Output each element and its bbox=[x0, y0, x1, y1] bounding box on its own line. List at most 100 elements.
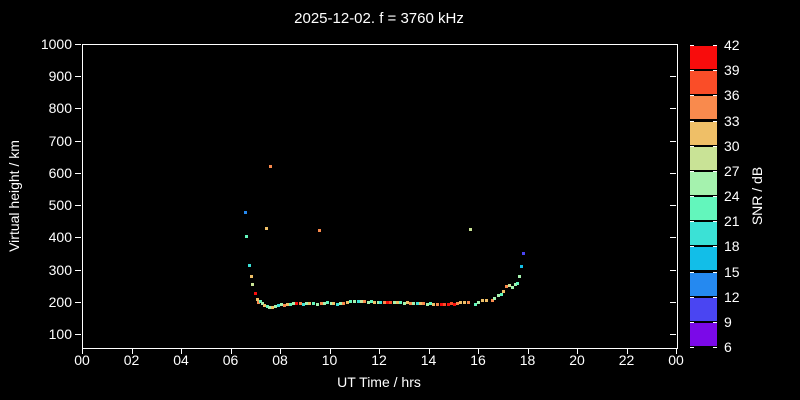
data-point bbox=[260, 302, 264, 306]
colorbar-tick-label: 27 bbox=[724, 162, 740, 179]
x-tick-label: 02 bbox=[123, 352, 140, 368]
data-point bbox=[262, 304, 266, 308]
data-point bbox=[286, 303, 290, 307]
x-tick-label: 00 bbox=[668, 352, 684, 368]
data-point bbox=[339, 302, 343, 306]
colorbar-segment bbox=[690, 322, 717, 346]
x-tick-mark bbox=[478, 348, 479, 354]
colorbar-boundary-tick bbox=[713, 95, 717, 96]
data-point bbox=[322, 301, 326, 305]
y-tick-label: 400 bbox=[48, 229, 72, 246]
x-tick-label: 18 bbox=[519, 352, 536, 368]
y-tick-mark bbox=[75, 205, 81, 207]
data-point bbox=[422, 302, 426, 306]
data-point bbox=[342, 301, 346, 305]
data-point bbox=[372, 300, 376, 304]
data-point bbox=[502, 289, 505, 293]
colorbar-tick-label: 15 bbox=[724, 263, 740, 280]
colorbar-boundary-tick bbox=[690, 95, 694, 96]
data-point bbox=[491, 298, 495, 302]
data-point bbox=[516, 281, 520, 285]
y-tick-label: 900 bbox=[48, 68, 72, 85]
colorbar-tick-label: 33 bbox=[724, 112, 740, 129]
data-point bbox=[409, 301, 413, 305]
data-point bbox=[513, 283, 517, 287]
y-tick-mark bbox=[75, 301, 81, 303]
y-tick-mark bbox=[75, 269, 81, 271]
data-point bbox=[396, 300, 400, 304]
data-point bbox=[325, 300, 329, 304]
colorbar-boundary-tick bbox=[713, 272, 717, 273]
data-point bbox=[382, 300, 386, 304]
chart-title: 2025-12-02. f = 3760 kHz bbox=[294, 10, 464, 27]
data-point bbox=[504, 285, 508, 289]
colorbar-segment bbox=[690, 171, 717, 195]
y-tick-mark-right bbox=[670, 205, 676, 207]
data-point bbox=[362, 300, 366, 304]
colorbar-segment bbox=[690, 222, 717, 246]
data-point bbox=[459, 301, 463, 305]
data-point bbox=[244, 211, 248, 215]
x-tick-mark bbox=[82, 348, 83, 354]
data-point bbox=[399, 301, 403, 305]
x-tick-label: 08 bbox=[272, 352, 288, 368]
y-tick-mark bbox=[75, 108, 81, 110]
x-tick-mark bbox=[131, 348, 133, 354]
data-point bbox=[474, 302, 478, 306]
x-tick-mark bbox=[280, 348, 281, 354]
colorbar-tick-label: 21 bbox=[724, 213, 740, 230]
data-point bbox=[335, 302, 339, 306]
colorbar-tick-label: 30 bbox=[724, 137, 740, 154]
data-point bbox=[522, 252, 526, 256]
y-tick-label: 1000 bbox=[40, 36, 72, 52]
data-point bbox=[435, 302, 439, 306]
colorbar-segment bbox=[690, 297, 717, 321]
data-point bbox=[295, 301, 299, 305]
data-point bbox=[270, 306, 274, 310]
colorbar-boundary-tick bbox=[713, 171, 717, 172]
y-tick-mark-right bbox=[670, 269, 676, 271]
data-point bbox=[480, 298, 484, 302]
colorbar-tick-label: 39 bbox=[724, 62, 740, 79]
x-tick-label: 00 bbox=[74, 352, 90, 368]
x-tick-mark bbox=[181, 348, 182, 354]
colorbar-boundary-tick bbox=[713, 221, 717, 222]
colorbar-segment bbox=[690, 121, 717, 145]
y-tick-label: 600 bbox=[48, 164, 72, 181]
colorbar-boundary-tick bbox=[713, 70, 717, 71]
data-point bbox=[254, 292, 257, 296]
data-point bbox=[265, 305, 269, 309]
data-point bbox=[264, 226, 268, 230]
x-tick-mark bbox=[577, 348, 578, 354]
data-point bbox=[280, 303, 283, 307]
colorbar-boundary-tick bbox=[690, 246, 694, 247]
data-point bbox=[292, 302, 296, 306]
y-tick-mark bbox=[75, 44, 81, 45]
y-tick-label: 100 bbox=[48, 326, 72, 343]
plot-area bbox=[82, 44, 678, 349]
data-point bbox=[312, 302, 316, 306]
data-point bbox=[402, 301, 406, 305]
colorbar bbox=[690, 45, 717, 348]
data-point bbox=[426, 302, 430, 306]
colorbar-boundary-tick bbox=[713, 146, 717, 147]
x-tick-mark bbox=[626, 348, 628, 354]
data-point bbox=[432, 302, 436, 306]
data-point bbox=[493, 296, 497, 300]
data-point bbox=[369, 300, 373, 304]
data-point bbox=[499, 292, 503, 296]
colorbar-boundary-tick bbox=[713, 196, 717, 197]
colorbar-segment bbox=[690, 272, 717, 296]
colorbar-boundary-tick bbox=[713, 246, 717, 247]
colorbar-boundary-tick bbox=[690, 297, 694, 298]
data-point bbox=[406, 301, 410, 305]
data-point bbox=[477, 300, 481, 304]
y-tick-mark-right bbox=[670, 301, 676, 303]
colorbar-boundary-tick bbox=[690, 196, 694, 197]
colorbar-segment bbox=[690, 247, 717, 271]
data-point bbox=[282, 304, 286, 308]
data-point bbox=[359, 299, 363, 303]
colorbar-segment bbox=[690, 197, 717, 221]
colorbar-boundary-tick bbox=[690, 322, 694, 323]
data-point bbox=[301, 302, 305, 306]
